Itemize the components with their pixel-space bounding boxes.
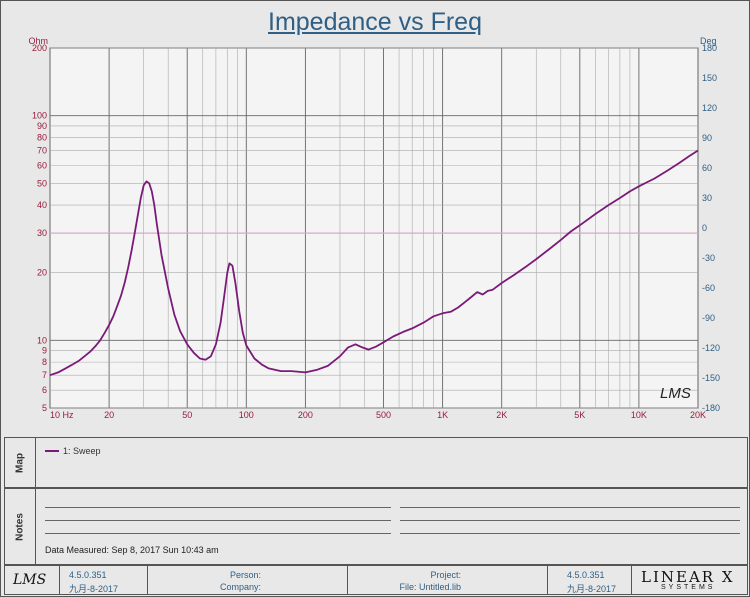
lms-watermark: LMS (660, 385, 691, 402)
project-cell: Project: File: Untitled.lib (347, 566, 548, 594)
y2-tick-label: 180 (702, 43, 717, 53)
notes-line[interactable] (45, 533, 391, 534)
map-side-label: Map (5, 438, 36, 487)
y2-tick-label: 150 (702, 73, 717, 83)
y2-tick-label: -180 (702, 403, 720, 413)
y2-tick-label: 90 (702, 133, 712, 143)
person-cell: Person: Company: (147, 566, 348, 594)
x-tick-label: 1K (437, 410, 448, 420)
x-tick-label: 5K (574, 410, 585, 420)
y-tick-label: 8 (42, 357, 47, 367)
y-tick-label: 10 (37, 335, 47, 345)
y-tick-label: 100 (32, 111, 47, 121)
linearx-subtitle: SYSTEMS (661, 584, 716, 591)
y-tick-label: 50 (37, 178, 47, 188)
notes-line[interactable] (400, 520, 740, 521)
project-label: Project: (430, 570, 461, 580)
x-tick-label: 20 (104, 410, 114, 420)
legend-label: 1: Sweep (63, 446, 101, 456)
chart-series (49, 149, 699, 377)
linearx-logo: LINEAR X (641, 568, 735, 586)
company-label: Company: (219, 582, 261, 592)
legend-swatch (45, 450, 59, 452)
footer-bar: LMS 4.5.0.351 九月-8-2017 Person: Company:… (4, 565, 748, 595)
version-text: 4.5.0.351 (69, 570, 107, 580)
lms-logo-cell: LMS (5, 566, 60, 594)
y2-tick-label: -60 (702, 283, 715, 293)
y-tick-label: 9 (42, 346, 47, 356)
lms-logo: LMS (13, 572, 47, 588)
y2-tick-label: -120 (702, 343, 720, 353)
notes-line[interactable] (400, 507, 740, 508)
y2-tick-label: 120 (702, 103, 717, 113)
date-text: 九月-8-2017 (567, 584, 617, 594)
y2-tick-label: 60 (702, 163, 712, 173)
series-line-sweep (49, 149, 699, 377)
x-tick-label: 10K (631, 410, 647, 420)
legend-entry-sweep[interactable]: 1: Sweep (45, 446, 101, 456)
person-label: Person: (229, 570, 261, 580)
date-text: 九月-8-2017 (69, 584, 119, 594)
y2-tick-label: 0 (702, 223, 707, 233)
chart-grid (49, 47, 699, 409)
version-cell-right: 4.5.0.351 九月-8-2017 (547, 566, 632, 594)
y-tick-label: 200 (32, 43, 47, 53)
notes-line[interactable] (400, 533, 740, 534)
version-text: 4.5.0.351 (567, 570, 605, 580)
notes-line[interactable] (45, 507, 391, 508)
y-tick-label: 40 (37, 200, 47, 210)
map-panel: Map 1: Sweep (4, 437, 748, 488)
x-tick-label: 50 (182, 410, 192, 420)
y2-tick-label: -150 (702, 373, 720, 383)
notes-side-label: Notes (5, 489, 36, 564)
y-tick-label: 6 (42, 385, 47, 395)
x-tick-label: 10 Hz (50, 410, 74, 420)
version-cell-left: 4.5.0.351 九月-8-2017 (59, 566, 148, 594)
impedance-chart: 10 Hz 20 50 100 200 500 1K 2K 5K 10K 20K5678910203… (28, 36, 720, 420)
y-tick-label: 80 (37, 132, 47, 142)
x-tick-label: 200 (298, 410, 313, 420)
x-tick-label: 100 (239, 410, 254, 420)
y-tick-label: 70 (37, 145, 47, 155)
plot-area (49, 47, 699, 409)
y2-tick-label: -30 (702, 253, 715, 263)
data-measured-text: Data Measured: Sep 8, 2017 Sun 10:43 am (45, 545, 219, 555)
x-tick-label: 2K (496, 410, 507, 420)
y-tick-label: 7 (42, 370, 47, 380)
y2-tick-label: -90 (702, 313, 715, 323)
y2-tick-label: 30 (702, 193, 712, 203)
y2-unit-label: Deg (700, 36, 717, 46)
chart-axis-labels: 10 Hz 20 50 100 200 500 1K 2K 5K 10K 20K5678910203… (28, 36, 720, 420)
x-tick-label: 20K (690, 410, 706, 420)
y-tick-label: 90 (37, 121, 47, 131)
y-tick-label: 30 (37, 228, 47, 238)
y-tick-label: 60 (37, 160, 47, 170)
file-label: File: Untitled.lib (399, 582, 461, 592)
x-tick-label: 500 (376, 410, 391, 420)
notes-line[interactable] (45, 520, 391, 521)
y-unit-label: Ohm (28, 36, 48, 46)
y-tick-label: 20 (37, 268, 47, 278)
brand-cell: LINEAR X SYSTEMS (631, 566, 746, 594)
chart-title: Impedance vs Freq (268, 8, 482, 36)
notes-panel: Notes Data Measured: Sep 8, 2017 Sun 10:… (4, 488, 748, 565)
y-tick-label: 5 (42, 403, 47, 413)
